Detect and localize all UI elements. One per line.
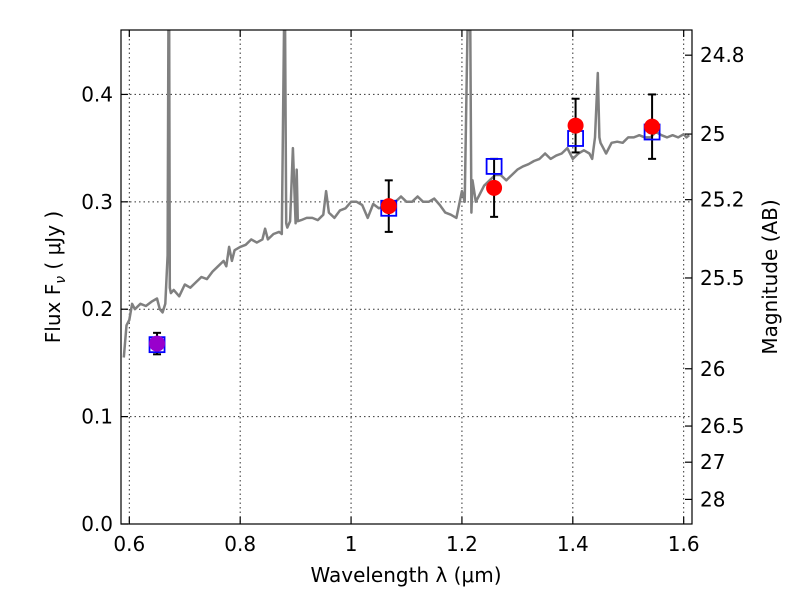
- x-axis-title: Wavelength λ (μm): [310, 563, 501, 587]
- observed-point: [567, 117, 584, 134]
- y2-tick-label: 26.5: [700, 414, 745, 438]
- y-tick-label: 0.2: [81, 297, 113, 321]
- x-tick-label: 0.8: [224, 532, 256, 556]
- y-tick-label: 0.3: [81, 190, 113, 214]
- model-spectrum-line: [122, 30, 690, 358]
- y2-axis-title: Magnitude (AB): [758, 199, 782, 354]
- x-tick-label: 1.2: [446, 532, 478, 556]
- observed-point: [149, 335, 166, 352]
- y-axis-title: Flux Fν ( μJy ): [41, 211, 69, 343]
- y-tick-label: 0.1: [81, 405, 113, 429]
- y-tick-label: 0.4: [81, 82, 113, 106]
- x-tick-label: 1.4: [557, 532, 589, 556]
- observed-point: [486, 179, 503, 196]
- x-tick-label: 0.6: [113, 532, 145, 556]
- observed-point: [644, 118, 661, 135]
- y-axis-title-sub: ν: [53, 276, 69, 284]
- y2-tick-label: 27: [700, 450, 725, 474]
- y2-tick-label: 25.2: [700, 188, 745, 212]
- axis-ticks: 0.6 0.8 1 1.2 1.4 1.6 0.0 0.1 0.2 0.3 0.4 24.8 25 25.…: [81, 30, 745, 556]
- y-axis-title-unit: ( μJy ): [41, 211, 65, 276]
- x-tick-label: 1.6: [668, 532, 700, 556]
- model-point-square: [485, 157, 503, 175]
- y-tick-label: 0.0: [81, 512, 113, 536]
- x-tick-label: 1: [345, 532, 358, 556]
- observed-point: [380, 198, 397, 215]
- y2-tick-label: 26: [700, 357, 725, 381]
- y2-tick-label: 25.5: [700, 266, 745, 290]
- y2-tick-label: 24.8: [700, 43, 745, 67]
- observed-photometry: [149, 117, 661, 352]
- plot-frame: [120, 29, 693, 525]
- plot-area: [122, 30, 690, 358]
- y2-tick-label: 25: [700, 122, 725, 146]
- svg-text:Flux Fν ( μJy ): Flux Fν ( μJy ): [41, 211, 69, 343]
- y2-tick-label: 28: [700, 487, 725, 511]
- y-axis-title-main: Flux F: [41, 284, 65, 343]
